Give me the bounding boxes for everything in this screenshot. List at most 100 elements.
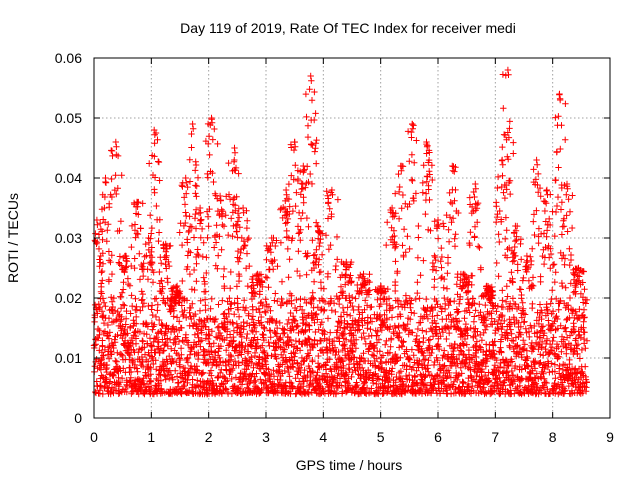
data-point	[106, 329, 113, 336]
data-point	[201, 356, 208, 363]
data-point	[419, 327, 426, 334]
data-point	[451, 243, 459, 250]
data-point	[131, 221, 139, 228]
data-point	[252, 328, 260, 335]
data-point	[97, 220, 104, 227]
data-point	[444, 270, 451, 277]
data-point	[139, 337, 146, 344]
data-point	[220, 311, 227, 318]
data-point	[449, 186, 456, 193]
data-point	[293, 307, 300, 314]
data-point	[291, 353, 298, 360]
data-point	[582, 363, 589, 370]
data-point	[192, 167, 199, 174]
data-point	[417, 272, 424, 279]
data-point	[161, 342, 168, 349]
data-points	[90, 66, 591, 398]
data-point	[283, 219, 291, 226]
data-point	[253, 370, 260, 377]
data-point	[383, 241, 390, 249]
data-point	[164, 342, 171, 350]
data-point	[137, 307, 144, 314]
data-point	[112, 172, 119, 179]
data-point	[121, 302, 128, 309]
x-tick-label: 6	[434, 429, 442, 445]
data-point	[313, 160, 320, 167]
data-point	[445, 238, 453, 245]
y-tick-label: 0.06	[55, 50, 82, 66]
data-point	[106, 204, 113, 211]
data-point	[518, 256, 525, 263]
data-point	[100, 329, 107, 337]
data-point	[230, 196, 237, 203]
data-point	[110, 372, 117, 380]
data-point	[133, 313, 140, 321]
data-point	[320, 285, 328, 292]
data-point	[107, 258, 114, 266]
data-point	[218, 332, 225, 339]
data-point	[117, 324, 124, 332]
data-point	[556, 90, 563, 98]
data-point	[555, 343, 562, 351]
data-point	[120, 286, 127, 293]
data-point	[540, 260, 548, 268]
data-point	[245, 362, 252, 370]
y-axis-title: ROTI / TECUs	[5, 193, 21, 283]
data-point	[154, 307, 161, 314]
data-point	[500, 189, 507, 196]
data-point	[431, 284, 438, 291]
data-point	[567, 390, 574, 398]
data-point	[259, 342, 266, 349]
data-point	[292, 350, 299, 357]
data-point	[178, 390, 185, 398]
data-point	[151, 189, 158, 196]
data-point	[116, 379, 124, 386]
data-point	[206, 332, 213, 339]
y-tick-label: 0.04	[55, 170, 82, 186]
data-point	[124, 275, 132, 282]
data-point	[110, 344, 117, 352]
data-point	[128, 243, 135, 251]
data-point	[476, 301, 483, 308]
data-point	[186, 178, 194, 185]
data-point	[184, 359, 192, 366]
data-point	[302, 327, 309, 334]
data-point	[235, 214, 243, 221]
data-point	[430, 361, 438, 369]
data-point	[499, 297, 506, 304]
data-point	[137, 386, 145, 393]
data-point	[527, 253, 534, 260]
data-point	[201, 352, 209, 359]
chart-title: Day 119 of 2019, Rate Of TEC Index for r…	[180, 20, 516, 36]
data-point	[541, 207, 549, 215]
data-point	[228, 300, 235, 307]
data-point	[518, 295, 525, 302]
data-point	[508, 367, 515, 375]
data-point	[141, 351, 149, 358]
data-point	[535, 170, 542, 178]
data-point	[193, 182, 200, 190]
data-point	[447, 390, 455, 398]
data-point	[192, 225, 200, 232]
data-point	[202, 323, 210, 330]
data-point	[192, 182, 199, 189]
data-point	[312, 110, 319, 117]
data-point	[162, 300, 169, 307]
data-point	[238, 333, 245, 340]
data-point	[325, 246, 333, 253]
data-point	[266, 342, 273, 350]
data-point	[272, 242, 279, 250]
data-point	[218, 246, 225, 253]
data-point	[193, 363, 200, 370]
data-point	[471, 193, 478, 201]
data-point	[262, 377, 269, 384]
data-point	[561, 255, 569, 262]
data-point	[141, 253, 148, 260]
data-point	[166, 367, 173, 374]
data-point	[555, 113, 562, 120]
data-point	[566, 208, 574, 215]
data-point	[179, 277, 186, 285]
data-point	[98, 290, 105, 297]
data-point	[91, 301, 99, 309]
data-point	[299, 209, 306, 217]
